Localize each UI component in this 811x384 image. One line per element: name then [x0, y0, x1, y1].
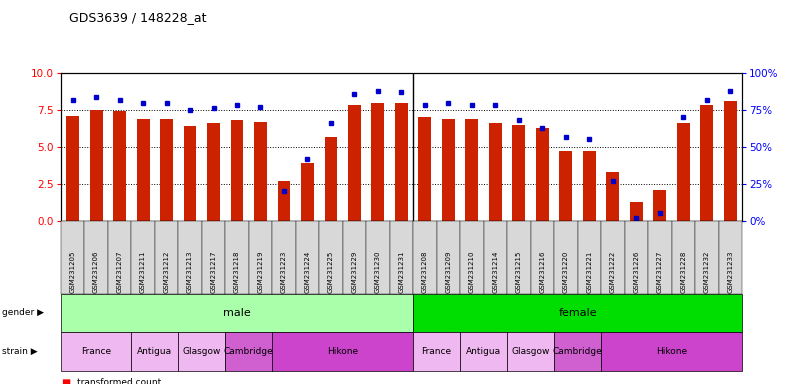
- Text: GSM231225: GSM231225: [328, 251, 334, 293]
- Bar: [254, 122, 267, 221]
- Text: male: male: [223, 308, 251, 318]
- Text: GSM231211: GSM231211: [140, 250, 146, 293]
- Bar: [324, 137, 337, 221]
- Bar: [630, 202, 643, 221]
- Bar: [489, 123, 502, 221]
- Text: GSM231214: GSM231214: [492, 251, 499, 293]
- Text: GSM231226: GSM231226: [633, 251, 639, 293]
- Text: GSM231231: GSM231231: [398, 250, 405, 293]
- Text: GSM231208: GSM231208: [422, 250, 428, 293]
- Text: GSM231213: GSM231213: [187, 250, 193, 293]
- Text: Glasgow: Glasgow: [512, 347, 550, 356]
- Text: GSM231221: GSM231221: [586, 251, 592, 293]
- Text: GSM231220: GSM231220: [563, 251, 569, 293]
- Text: France: France: [81, 347, 111, 356]
- Text: GSM231219: GSM231219: [258, 250, 264, 293]
- Bar: [418, 118, 431, 221]
- Text: gender ▶: gender ▶: [2, 308, 44, 318]
- Text: GSM231233: GSM231233: [727, 250, 733, 293]
- Bar: [442, 119, 455, 221]
- Bar: [230, 120, 243, 221]
- Bar: [560, 151, 573, 221]
- Bar: [677, 123, 690, 221]
- Bar: [277, 181, 290, 221]
- Text: GSM231230: GSM231230: [375, 250, 381, 293]
- Text: GSM231228: GSM231228: [680, 251, 686, 293]
- Text: GSM231210: GSM231210: [469, 250, 475, 293]
- Bar: [583, 151, 596, 221]
- Text: GSM231227: GSM231227: [657, 251, 663, 293]
- Bar: [513, 125, 526, 221]
- Text: GSM231223: GSM231223: [281, 251, 287, 293]
- Text: ■: ■: [61, 378, 70, 384]
- Bar: [607, 172, 620, 221]
- Text: Hikone: Hikone: [327, 347, 358, 356]
- Bar: [183, 126, 196, 221]
- Text: GSM231222: GSM231222: [610, 251, 616, 293]
- Text: GSM231206: GSM231206: [93, 250, 99, 293]
- Text: female: female: [558, 308, 597, 318]
- Bar: [371, 103, 384, 221]
- Text: Glasgow: Glasgow: [182, 347, 221, 356]
- Text: GSM231218: GSM231218: [234, 250, 240, 293]
- Text: GSM231232: GSM231232: [704, 251, 710, 293]
- Text: GSM231209: GSM231209: [445, 250, 452, 293]
- Text: GDS3639 / 148228_at: GDS3639 / 148228_at: [69, 12, 207, 25]
- Bar: [701, 106, 714, 221]
- Bar: [724, 101, 736, 221]
- Text: GSM231205: GSM231205: [70, 251, 75, 293]
- Text: GSM231212: GSM231212: [164, 251, 169, 293]
- Text: Cambridge: Cambridge: [553, 347, 603, 356]
- Text: Antigua: Antigua: [137, 347, 173, 356]
- Bar: [301, 163, 314, 221]
- Text: Hikone: Hikone: [656, 347, 687, 356]
- Bar: [654, 190, 667, 221]
- Bar: [160, 119, 173, 221]
- Bar: [348, 106, 361, 221]
- Bar: [395, 103, 408, 221]
- Bar: [136, 119, 149, 221]
- Bar: [207, 123, 220, 221]
- Text: strain ▶: strain ▶: [2, 347, 37, 356]
- Text: Cambridge: Cambridge: [224, 347, 273, 356]
- Bar: [466, 119, 478, 221]
- Bar: [89, 110, 102, 221]
- Text: GSM231217: GSM231217: [211, 250, 217, 293]
- Text: GSM231215: GSM231215: [516, 251, 522, 293]
- Bar: [67, 116, 79, 221]
- Text: transformed count: transformed count: [77, 378, 161, 384]
- Bar: [536, 128, 549, 221]
- Text: GSM231229: GSM231229: [351, 251, 358, 293]
- Text: GSM231224: GSM231224: [304, 251, 311, 293]
- Text: GSM231216: GSM231216: [539, 250, 545, 293]
- Text: Antigua: Antigua: [466, 347, 501, 356]
- Text: GSM231207: GSM231207: [117, 250, 122, 293]
- Text: France: France: [422, 347, 452, 356]
- Bar: [113, 111, 126, 221]
